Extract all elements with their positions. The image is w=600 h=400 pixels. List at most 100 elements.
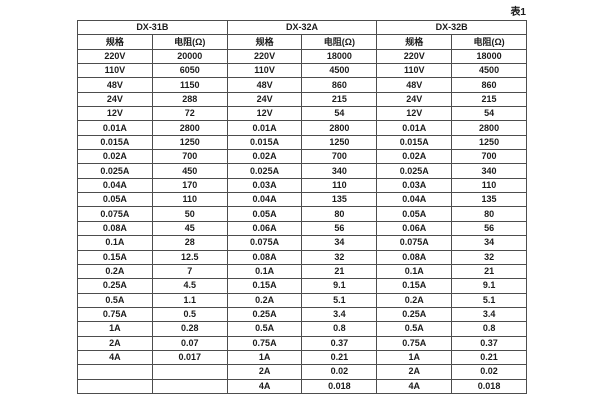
spec-cell: 0.05A: [226, 206, 303, 222]
resistance-cell: 0.37: [451, 335, 527, 351]
resistance-cell: 0.37: [301, 335, 378, 351]
spec-cell: 0.75A: [226, 335, 303, 351]
resistance-cell: 56: [451, 220, 527, 237]
col-header-spec: 规格: [226, 34, 303, 50]
table-row: 220V 20000 220V 18000 220V 18000: [77, 48, 527, 65]
table-row: 0.08A 45 0.06A 56 0.06A 56: [77, 220, 527, 237]
col-header-resistance: 电阻(Ω): [451, 34, 527, 50]
resistance-cell: 80: [451, 206, 527, 222]
table-row: 4A 0.018 4A 0.018: [77, 378, 527, 395]
spec-cell: 0.2A: [77, 263, 153, 280]
spec-cell: 0.01A: [77, 120, 153, 136]
spec-cell: 0.5A: [376, 321, 453, 337]
table-row: 0.015A 1250 0.015A 1250 0.015A 1250: [77, 134, 527, 151]
spec-cell: 0.1A: [226, 263, 303, 280]
table-row: 0.25A 4.5 0.15A 9.1 0.15A 9.1: [77, 278, 527, 294]
spec-cell: [77, 364, 153, 380]
spec-cell: 0.1A: [77, 235, 153, 251]
spec-cell: 0.75A: [77, 306, 153, 323]
spec-cell: 0.05A: [376, 206, 453, 222]
resistance-cell: 135: [301, 192, 378, 208]
resistance-cell: 0.5: [151, 306, 228, 323]
table-row: 0.2A 7 0.1A 21 0.1A 21: [77, 263, 527, 280]
spec-cell: 48V: [226, 77, 303, 93]
spec-cell: [77, 378, 153, 395]
spec-cell: 2A: [376, 364, 453, 380]
spec-cell: 0.06A: [226, 220, 303, 237]
spec-cell: 0.015A: [376, 134, 453, 151]
spec-cell: 1A: [226, 349, 303, 366]
table-row: 24V 288 24V 215 24V 215: [77, 91, 527, 108]
resistance-cell: 860: [301, 77, 378, 93]
spec-cell: 48V: [376, 77, 453, 93]
resistance-cell: [151, 378, 228, 395]
resistance-cell: 32: [301, 249, 378, 265]
resistance-cell: 700: [451, 149, 527, 165]
spec-cell: 110V: [376, 63, 453, 79]
spec-cell: 0.02A: [376, 149, 453, 165]
resistance-cell: 9.1: [451, 278, 527, 294]
resistance-cell: 0.21: [301, 349, 378, 366]
resistance-cell: 0.07: [151, 335, 228, 351]
spec-cell: 24V: [77, 91, 153, 108]
resistance-cell: 450: [151, 163, 228, 179]
col-header-spec: 规格: [77, 34, 153, 50]
group-header-row: DX-31B DX-32A DX-32B: [77, 19, 527, 36]
spec-cell: 0.01A: [376, 120, 453, 136]
resistance-cell: 0.8: [301, 321, 378, 337]
spec-cell: 220V: [376, 48, 453, 65]
spec-cell: 0.04A: [77, 177, 153, 194]
resistance-cell: 54: [451, 106, 527, 122]
spec-cell: 0.2A: [376, 292, 453, 308]
spec-cell: 12V: [376, 106, 453, 122]
column-header-row: 规格 电阻(Ω) 规格 电阻(Ω) 规格 电阻(Ω): [77, 34, 527, 50]
spec-cell: 0.08A: [376, 249, 453, 265]
resistance-cell: 5.1: [301, 292, 378, 308]
table-row: 110V 6050 110V 4500 110V 4500: [77, 63, 527, 79]
spec-cell: 0.75A: [376, 335, 453, 351]
spec-cell: 0.025A: [376, 163, 453, 179]
resistance-cell: 0.02: [301, 364, 378, 380]
resistance-cell: 4.5: [151, 278, 228, 294]
resistance-cell: 80: [301, 206, 378, 222]
spec-cell: 0.08A: [77, 220, 153, 237]
resistance-cell: 700: [301, 149, 378, 165]
spec-cell: 2A: [226, 364, 303, 380]
spec-cell: 110V: [226, 63, 303, 79]
spec-cell: 0.02A: [77, 149, 153, 165]
spec-cell: 0.04A: [226, 192, 303, 208]
table-row: 0.5A 1.1 0.2A 5.1 0.2A 5.1: [77, 292, 527, 308]
col-header-resistance: 电阻(Ω): [301, 34, 378, 50]
spec-cell: 0.5A: [226, 321, 303, 337]
table-row: 0.04A 170 0.03A 110 0.03A 110: [77, 177, 527, 194]
spec-cell: 0.075A: [226, 235, 303, 251]
table-row: 2A 0.07 0.75A 0.37 0.75A 0.37: [77, 335, 527, 351]
table-row: 48V 1150 48V 860 48V 860: [77, 77, 527, 93]
spec-cell: 24V: [376, 91, 453, 108]
spec-cell: 0.15A: [226, 278, 303, 294]
spec-cell: 0.25A: [226, 306, 303, 323]
spec-cell: 0.03A: [376, 177, 453, 194]
resistance-cell: 6050: [151, 63, 228, 79]
table-row: 0.1A 28 0.075A 34 0.075A 34: [77, 235, 527, 251]
resistance-cell: 2800: [301, 120, 378, 136]
resistance-cell: 50: [151, 206, 228, 222]
spec-cell: 0.06A: [376, 220, 453, 237]
resistance-cell: 3.4: [451, 306, 527, 323]
resistance-cell: 0.8: [451, 321, 527, 337]
resistance-cell: 2800: [151, 120, 228, 136]
spec-cell: 12V: [77, 106, 153, 122]
resistance-cell: 0.017: [151, 349, 228, 366]
spec-cell: 0.25A: [376, 306, 453, 323]
col-header-spec: 规格: [376, 34, 453, 50]
table-row: 4A 0.017 1A 0.21 1A 0.21: [77, 349, 527, 366]
spec-cell: 0.15A: [77, 249, 153, 265]
spec-cell: 0.075A: [77, 206, 153, 222]
table-row: 0.15A 12.5 0.08A 32 0.08A 32: [77, 249, 527, 265]
spec-cell: 220V: [77, 48, 153, 65]
spec-cell: 0.01A: [226, 120, 303, 136]
group-header: DX-31B: [77, 19, 228, 36]
resistance-cell: 1.1: [151, 292, 228, 308]
resistance-cell: 12.5: [151, 249, 228, 265]
